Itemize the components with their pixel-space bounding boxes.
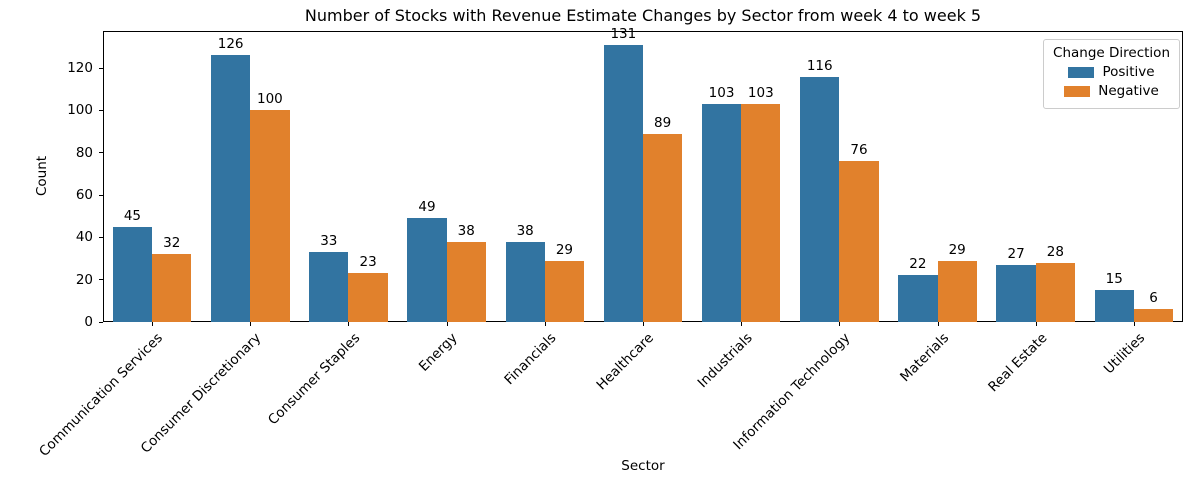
bar-value-label-negative-communication-services: 32 [163,235,181,252]
y-tick-mark [99,279,103,281]
bar-value-label-negative-information-technology: 76 [850,142,868,159]
x-tick-mark [348,322,350,326]
bar-value-label-negative-utilities: 6 [1149,290,1158,307]
bar-positive-consumer-discretionary [211,55,251,322]
bar-negative-utilities [1133,309,1174,322]
bar-positive-industrials [701,104,742,322]
y-tick-mark [99,67,103,69]
legend-entry-negative: Negative [1053,83,1170,99]
legend-swatch-positive [1068,66,1095,78]
x-tick-label-information-technology: Information Technology [730,330,854,454]
bar-value-label-positive-financials: 38 [516,222,534,239]
bar-negative-materials [937,260,977,322]
x-tick-mark [741,322,743,326]
x-tick-label-utilities: Utilities [1100,330,1149,378]
y-tick-label: 100 [67,102,93,119]
bar-negative-real-estate [1035,262,1075,322]
bar-value-label-negative-consumer-discretionary: 100 [257,91,283,108]
y-tick-label: 0 [84,314,93,330]
x-tick-label-financials: Financials [501,330,560,389]
bar-value-label-positive-utilities: 15 [1105,271,1123,288]
x-tick-label-energy: Energy [416,330,461,375]
bar-value-label-positive-information-technology: 116 [806,57,833,74]
y-tick-mark [99,109,103,111]
y-tick-mark [99,321,103,323]
x-tick-label-materials: Materials [896,330,952,386]
legend-title: Change Direction [1053,45,1170,61]
bar-positive-real-estate [996,264,1036,322]
x-tick-mark [446,322,448,326]
y-tick-label: 20 [75,271,93,288]
bar-negative-consumer-discretionary [250,110,290,322]
bar-positive-healthcare [603,44,643,322]
bar-negative-communication-services [152,254,192,322]
bar-value-label-positive-communication-services: 45 [123,207,142,224]
y-tick-label: 60 [75,187,93,204]
bar-positive-consumer-staples [309,252,349,322]
y-tick-label: 40 [75,229,93,246]
bar-negative-industrials [741,104,781,322]
x-tick-label-real-estate: Real Estate [984,330,1051,396]
legend-entry-positive: Positive [1053,64,1170,80]
x-tick-label-consumer-staples: Consumer Staples [264,330,363,429]
bar-value-label-negative-real-estate: 28 [1046,243,1064,260]
x-tick-mark [250,322,252,326]
bar-negative-financials [544,260,585,322]
bar-value-label-positive-materials: 22 [909,256,927,273]
x-tick-mark [839,322,841,326]
x-tick-mark [152,322,154,326]
bar-value-label-positive-real-estate: 27 [1007,245,1025,262]
bar-negative-energy [446,241,486,322]
x-tick-mark [544,322,546,326]
bar-value-label-negative-industrials: 103 [747,85,774,101]
bar-value-label-negative-consumer-staples: 23 [359,254,377,271]
bar-value-label-negative-financials: 29 [555,241,574,258]
bar-value-label-negative-materials: 29 [948,241,966,258]
x-tick-mark [937,322,939,326]
bar-positive-information-technology [800,76,840,322]
x-tick-mark [1133,322,1135,326]
bar-value-label-positive-healthcare: 131 [610,25,637,42]
bar-positive-energy [407,218,447,322]
bar-positive-communication-services [112,226,153,322]
x-tick-label-healthcare: Healthcare [593,330,658,394]
bar-value-label-positive-industrials: 103 [708,85,735,101]
bar-negative-information-technology [839,161,879,322]
x-tick-label-industrials: Industrials [694,330,756,392]
x-axis-label: Sector [621,458,665,474]
x-tick-mark [1035,322,1037,326]
bar-negative-healthcare [643,133,683,322]
y-tick-label: 80 [75,144,93,161]
bar-value-label-negative-energy: 38 [457,222,475,239]
bar-positive-financials [505,241,545,322]
bar-negative-consumer-staples [348,273,388,322]
y-tick-label: 120 [67,60,93,77]
bar-positive-materials [898,275,938,322]
y-tick-mark [99,194,103,196]
legend-swatch-negative [1064,85,1091,97]
bar-value-label-positive-consumer-discretionary: 126 [217,36,244,53]
legend-label-positive: Positive [1102,64,1155,80]
chart-title: Number of Stocks with Revenue Estimate C… [304,6,982,25]
legend: Change Direction Positive Negative [1043,39,1180,109]
y-tick-mark [99,152,103,154]
bar-value-label-negative-healthcare: 89 [654,114,672,131]
y-tick-mark [99,236,103,238]
legend-label-negative: Negative [1098,83,1159,99]
x-tick-mark [643,322,644,326]
legend-entries: Positive Negative [1053,64,1170,99]
bar-value-label-positive-energy: 49 [418,199,436,216]
bar-value-label-positive-consumer-staples: 33 [320,233,338,250]
bar-positive-utilities [1094,290,1134,322]
